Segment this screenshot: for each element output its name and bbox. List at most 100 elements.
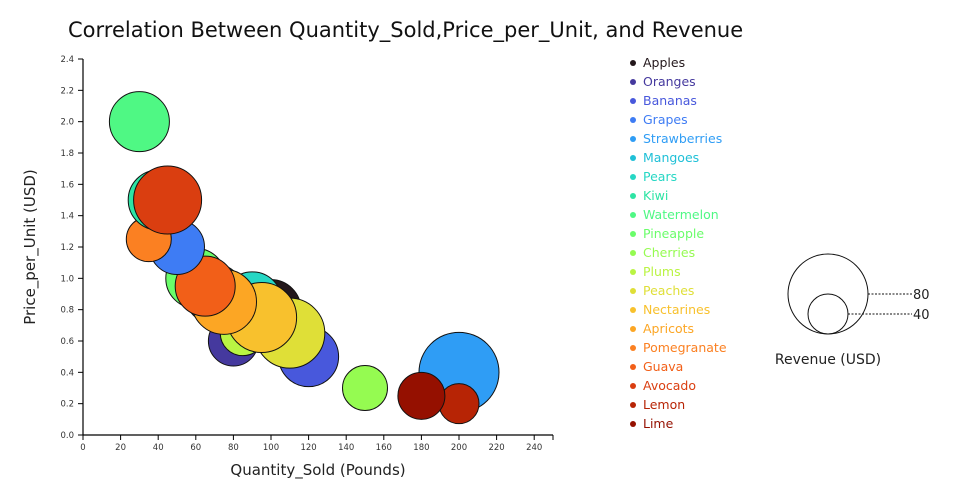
legend-dot-icon bbox=[630, 60, 636, 66]
y-tick-label: 2.0 bbox=[60, 118, 74, 128]
legend-label: Lemon bbox=[643, 397, 685, 412]
chart-title: Correlation Between Quantity_Sold,Price_… bbox=[68, 18, 743, 43]
legend-label: Oranges bbox=[643, 74, 696, 89]
y-tick-label: 2.2 bbox=[60, 86, 74, 96]
legend-dot-icon bbox=[630, 364, 636, 370]
y-tick-label: 0.2 bbox=[60, 400, 74, 410]
legend-item-apples[interactable]: Apples bbox=[630, 55, 685, 70]
legend-item-avocado[interactable]: Avocado bbox=[630, 378, 696, 393]
legend-dot-icon bbox=[630, 383, 636, 389]
size-legend-title: Revenue (USD) bbox=[775, 352, 881, 368]
legend-dot-icon bbox=[630, 98, 636, 104]
legend-dot-icon bbox=[630, 193, 636, 199]
legend-label: Bananas bbox=[643, 93, 697, 108]
size-legend-label: 80 bbox=[913, 288, 930, 303]
legend-item-pomegranate[interactable]: Pomegranate bbox=[630, 340, 727, 355]
color-legend: Apples Oranges Bananas Grapes Strawberries Ma… bbox=[630, 55, 727, 431]
legend-label: Apples bbox=[643, 55, 685, 70]
legend-label: Peaches bbox=[643, 283, 694, 298]
legend-dot-icon bbox=[630, 231, 636, 237]
bubble-cherries[interactable] bbox=[342, 365, 388, 411]
legend-label: Mangoes bbox=[643, 150, 699, 165]
legend-dot-icon bbox=[630, 421, 636, 427]
x-tick-label: 200 bbox=[451, 443, 467, 453]
legend-item-cherries[interactable]: Cherries bbox=[630, 245, 695, 260]
legend-item-bananas[interactable]: Bananas bbox=[630, 93, 697, 108]
y-tick-label: 0.4 bbox=[60, 368, 74, 378]
y-tick-label: 0.0 bbox=[60, 431, 74, 441]
legend-label: Grapes bbox=[643, 112, 688, 127]
y-tick-label: 1.8 bbox=[60, 149, 74, 159]
x-tick-label: 120 bbox=[300, 443, 316, 453]
y-axis-label: Price_per_Unit (USD) bbox=[21, 169, 40, 325]
legend-item-lime[interactable]: Lime bbox=[630, 416, 674, 431]
legend-label: Plums bbox=[643, 264, 681, 279]
legend-label: Avocado bbox=[643, 378, 696, 393]
y-tick-label: 2.4 bbox=[60, 55, 74, 65]
legend-label: Lime bbox=[643, 416, 674, 431]
x-tick-label: 220 bbox=[488, 443, 504, 453]
legend-dot-icon bbox=[630, 250, 636, 256]
x-tick-label: 40 bbox=[153, 443, 164, 453]
y-tick-label: 1.4 bbox=[60, 212, 74, 222]
legend-dot-icon bbox=[630, 307, 636, 313]
x-tick-label: 80 bbox=[228, 443, 239, 453]
legend-item-plums[interactable]: Plums bbox=[630, 264, 681, 279]
size-legend-label: 40 bbox=[913, 308, 930, 323]
y-tick-label: 1.2 bbox=[60, 243, 74, 253]
legend-dot-icon bbox=[630, 269, 636, 275]
legend-item-peaches[interactable]: Peaches bbox=[630, 283, 694, 298]
x-tick-label: 60 bbox=[190, 443, 201, 453]
legend-label: Watermelon bbox=[643, 207, 719, 222]
legend-item-watermelon[interactable]: Watermelon bbox=[630, 207, 719, 222]
legend-dot-icon bbox=[630, 79, 636, 85]
x-tick-label: 140 bbox=[338, 443, 354, 453]
legend-label: Kiwi bbox=[643, 188, 668, 203]
y-tick-label: 0.6 bbox=[60, 337, 74, 347]
legend-dot-icon bbox=[630, 288, 636, 294]
legend-label: Apricots bbox=[643, 321, 694, 336]
legend-dot-icon bbox=[630, 155, 636, 161]
x-tick-label: 0 bbox=[80, 443, 85, 453]
legend-item-apricots[interactable]: Apricots bbox=[630, 321, 694, 336]
legend-dot-icon bbox=[630, 117, 636, 123]
legend-dot-icon bbox=[630, 136, 636, 142]
legend-item-mangoes[interactable]: Mangoes bbox=[630, 150, 699, 165]
legend-label: Guava bbox=[643, 359, 683, 374]
legend-item-kiwi[interactable]: Kiwi bbox=[630, 188, 668, 203]
size-legend-circle bbox=[807, 293, 849, 335]
legend-label: Strawberries bbox=[643, 131, 722, 146]
legend-label: Pineapple bbox=[643, 226, 704, 241]
y-tick-label: 1.0 bbox=[60, 274, 74, 284]
legend-dot-icon bbox=[630, 345, 636, 351]
legend-item-oranges[interactable]: Oranges bbox=[630, 74, 696, 89]
legend-dot-icon bbox=[630, 174, 636, 180]
legend-label: Pears bbox=[643, 169, 677, 184]
x-tick-label: 240 bbox=[526, 443, 542, 453]
x-tick-label: 160 bbox=[376, 443, 392, 453]
legend-item-grapes[interactable]: Grapes bbox=[630, 112, 688, 127]
x-axis-label: Quantity_Sold (Pounds) bbox=[230, 461, 405, 480]
axes: 0 20 40 60 80 100 120 140 160 180 200 220 240 0.0 0.2 0… bbox=[60, 55, 554, 453]
bubble-watermelon[interactable] bbox=[108, 91, 170, 153]
legend-item-strawberries[interactable]: Strawberries bbox=[630, 131, 722, 146]
legend-item-lemon[interactable]: Lemon bbox=[630, 397, 685, 412]
legend-label: Nectarines bbox=[643, 302, 710, 317]
legend-label: Pomegranate bbox=[643, 340, 727, 355]
legend-item-pineapple[interactable]: Pineapple bbox=[630, 226, 704, 241]
legend-item-pears[interactable]: Pears bbox=[630, 169, 677, 184]
x-tick-label: 180 bbox=[413, 443, 429, 453]
bubble-lemon[interactable] bbox=[438, 383, 480, 425]
legend-dot-icon bbox=[630, 212, 636, 218]
legend-dot-icon bbox=[630, 402, 636, 408]
bubble-lime[interactable] bbox=[397, 371, 446, 420]
legend-label: Cherries bbox=[643, 245, 695, 260]
bubble-avocado[interactable] bbox=[133, 165, 203, 235]
x-tick-label: 20 bbox=[115, 443, 126, 453]
y-tick-label: 0.8 bbox=[60, 306, 74, 316]
legend-item-nectarines[interactable]: Nectarines bbox=[630, 302, 710, 317]
y-tick-label: 1.6 bbox=[60, 180, 74, 190]
legend-item-guava[interactable]: Guava bbox=[630, 359, 683, 374]
